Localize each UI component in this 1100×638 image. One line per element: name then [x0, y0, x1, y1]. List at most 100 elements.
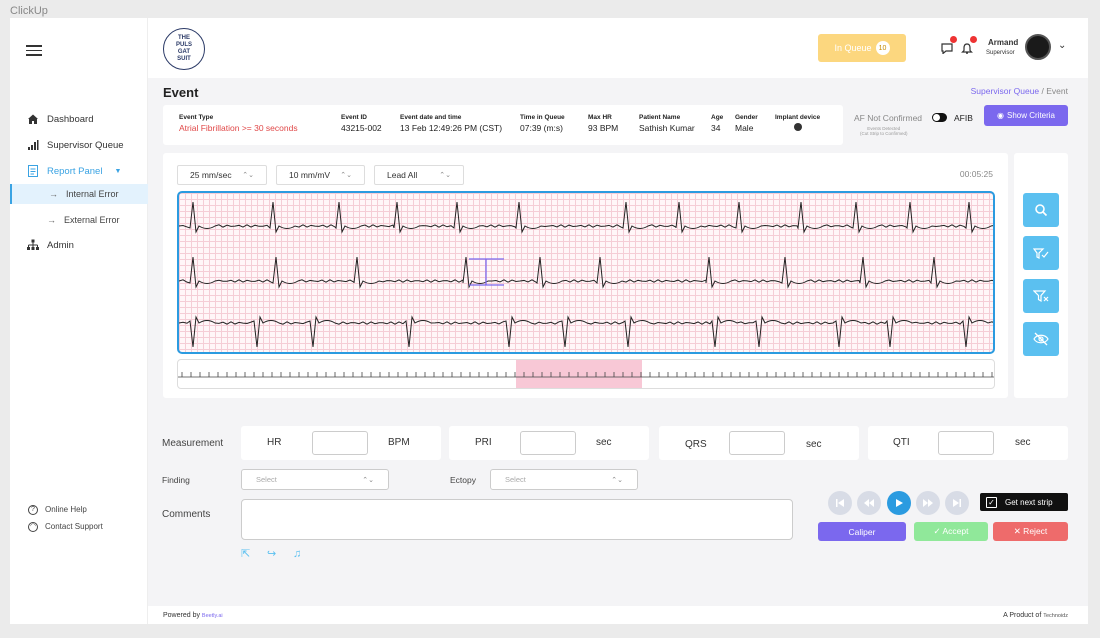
arrow-right-icon: →: [47, 215, 56, 225]
brand-logo[interactable]: THE PULS GAT SUIT: [163, 28, 205, 70]
export-icon[interactable]: ⇱: [241, 548, 251, 560]
filter-button[interactable]: [1023, 279, 1059, 313]
show-criteria-button[interactable]: ◉ Show Criteria: [984, 105, 1068, 126]
ecg-tools-panel: [1014, 153, 1068, 398]
speed-select[interactable]: 25 mm/sec ⌃⌄: [177, 165, 267, 185]
sidebar-item-supervisor-queue[interactable]: Supervisor Queue: [10, 132, 148, 158]
in-queue-label: In Queue: [834, 43, 872, 53]
gain-select[interactable]: 10 mm/mV ⌃⌄: [276, 165, 365, 185]
pri-unit: sec: [596, 437, 612, 448]
hide-icon: [1033, 332, 1049, 346]
zoom-button[interactable]: [1023, 193, 1059, 227]
ecg-waveforms: [179, 201, 993, 348]
reject-button[interactable]: ✕ Reject: [993, 522, 1068, 541]
skip-end-button[interactable]: [945, 491, 969, 515]
hide-button[interactable]: [1023, 322, 1059, 356]
sidebar-subitem-label: External Error: [64, 215, 120, 225]
sidebar-item-label: Admin: [47, 239, 74, 251]
ecg-trace: [179, 201, 993, 234]
in-queue-button[interactable]: In Queue 10: [818, 34, 906, 62]
alert-count-badge: [970, 36, 977, 43]
max-hr-label: Max HR: [588, 114, 612, 121]
online-help-link[interactable]: ? Online Help: [28, 501, 103, 518]
sidebar-item-label: Dashboard: [47, 113, 94, 125]
afib-toggle[interactable]: [932, 113, 947, 122]
ecg-overview-strip[interactable]: [177, 359, 995, 389]
contact-support-link[interactable]: ◠ Contact Support: [28, 518, 103, 535]
ecg-panel: 25 mm/sec ⌃⌄ 10 mm/mV ⌃⌄ Lead All ⌃⌄ 00:05:…: [163, 153, 1008, 398]
breadcrumb-link[interactable]: Supervisor Queue: [970, 86, 1040, 96]
hr-input[interactable]: [312, 431, 368, 455]
qrs-unit: sec: [806, 439, 822, 450]
age-label: Age: [711, 114, 724, 121]
technoidz-logo: Technoidz: [1043, 613, 1068, 619]
online-help-label: Online Help: [45, 505, 87, 514]
lead-select[interactable]: Lead All ⌃⌄: [374, 165, 464, 185]
product-of: A Product of Technoidz: [1003, 612, 1068, 619]
chevron-down-icon[interactable]: ▼: [114, 167, 122, 175]
overview-selection[interactable]: [516, 360, 642, 388]
report-icon: [27, 165, 39, 177]
caliper-button[interactable]: Caliper: [818, 522, 906, 541]
caliper-tool-button[interactable]: [1023, 236, 1059, 270]
sidebar-item-admin[interactable]: Admin: [10, 232, 148, 258]
bell-icon[interactable]: [961, 36, 977, 54]
fast-forward-button[interactable]: [916, 491, 940, 515]
pri-input[interactable]: [520, 431, 576, 455]
finding-select[interactable]: Select ⌃⌄: [241, 469, 389, 490]
arrow-right-icon: →: [49, 189, 58, 199]
top-header: THE PULS GAT SUIT In Queue 10 Armand Sup…: [148, 18, 1088, 78]
qti-unit: sec: [1015, 437, 1031, 448]
beetly-logo: Beetly.ai: [201, 613, 223, 619]
updown-icon: ⌃⌄: [362, 476, 374, 484]
qrs-label: QRS: [685, 439, 707, 450]
user-role: Supervisor: [986, 50, 1015, 56]
pri-measure: PRI sec: [449, 426, 649, 460]
comments-label: Comments: [162, 509, 211, 520]
bell-icon[interactable]: ♫: [293, 548, 302, 560]
message-icon[interactable]: [941, 36, 957, 55]
page-title: Event: [163, 85, 199, 100]
check-icon: ✓: [986, 496, 997, 508]
measurement-label: Measurement: [162, 438, 224, 449]
event-id-label: Event ID: [341, 114, 368, 121]
sidebar-subitem-external-error[interactable]: → External Error: [10, 210, 148, 230]
sidebar-subitem-label: Internal Error: [66, 189, 119, 199]
pri-label: PRI: [475, 437, 492, 448]
sidebar-item-report-panel[interactable]: Report Panel ▼: [10, 158, 148, 184]
breadcrumb-current: Event: [1046, 86, 1068, 96]
qrs-input[interactable]: [729, 431, 785, 455]
ecg-strip-view[interactable]: [177, 191, 995, 354]
events-detected-note: Events Detected (Cut Strip to Confirmed): [860, 126, 908, 136]
main-content: Event Supervisor Queue / Event Event Typ…: [148, 78, 1088, 624]
qti-label: QTI: [893, 437, 910, 448]
queue-time-value: 07:39 (m:s): [520, 123, 563, 133]
qti-measure: QTI sec: [868, 426, 1068, 460]
patient-name-value: Sathish Kumar: [639, 123, 695, 133]
accept-button[interactable]: ✓ Accept: [914, 522, 988, 541]
share-icon[interactable]: ↪: [267, 548, 277, 560]
play-button[interactable]: [887, 491, 911, 515]
chevron-down-icon[interactable]: ⌄: [1058, 40, 1067, 51]
updown-icon: ⌃⌄: [340, 172, 352, 179]
rewind-button[interactable]: [857, 491, 881, 515]
get-next-strip-checkbox[interactable]: ✓ Get next strip: [980, 493, 1068, 511]
updown-icon: ⌃⌄: [242, 172, 254, 179]
menu-icon[interactable]: [26, 45, 42, 56]
question-icon: ?: [28, 504, 38, 515]
overview-ticks: [178, 372, 994, 378]
powered-by: Powered by Beetly.ai: [163, 612, 223, 619]
bar-chart-icon: [27, 139, 39, 151]
ectopy-select[interactable]: Select ⌃⌄: [490, 469, 638, 490]
sidebar-item-dashboard[interactable]: Dashboard: [10, 106, 148, 132]
avatar[interactable]: [1025, 34, 1051, 60]
show-criteria-label: Show Criteria: [1006, 111, 1055, 120]
sidebar-subitem-internal-error[interactable]: → Internal Error: [10, 184, 148, 204]
caliper-measure-icon: [1033, 248, 1049, 259]
event-type-label: Event Type: [179, 114, 214, 121]
qti-input[interactable]: [938, 431, 994, 455]
caliper-marker[interactable]: [469, 258, 504, 286]
app-watermark: ClickUp: [10, 5, 48, 17]
comments-textarea[interactable]: [241, 499, 793, 540]
skip-start-button[interactable]: [828, 491, 852, 515]
